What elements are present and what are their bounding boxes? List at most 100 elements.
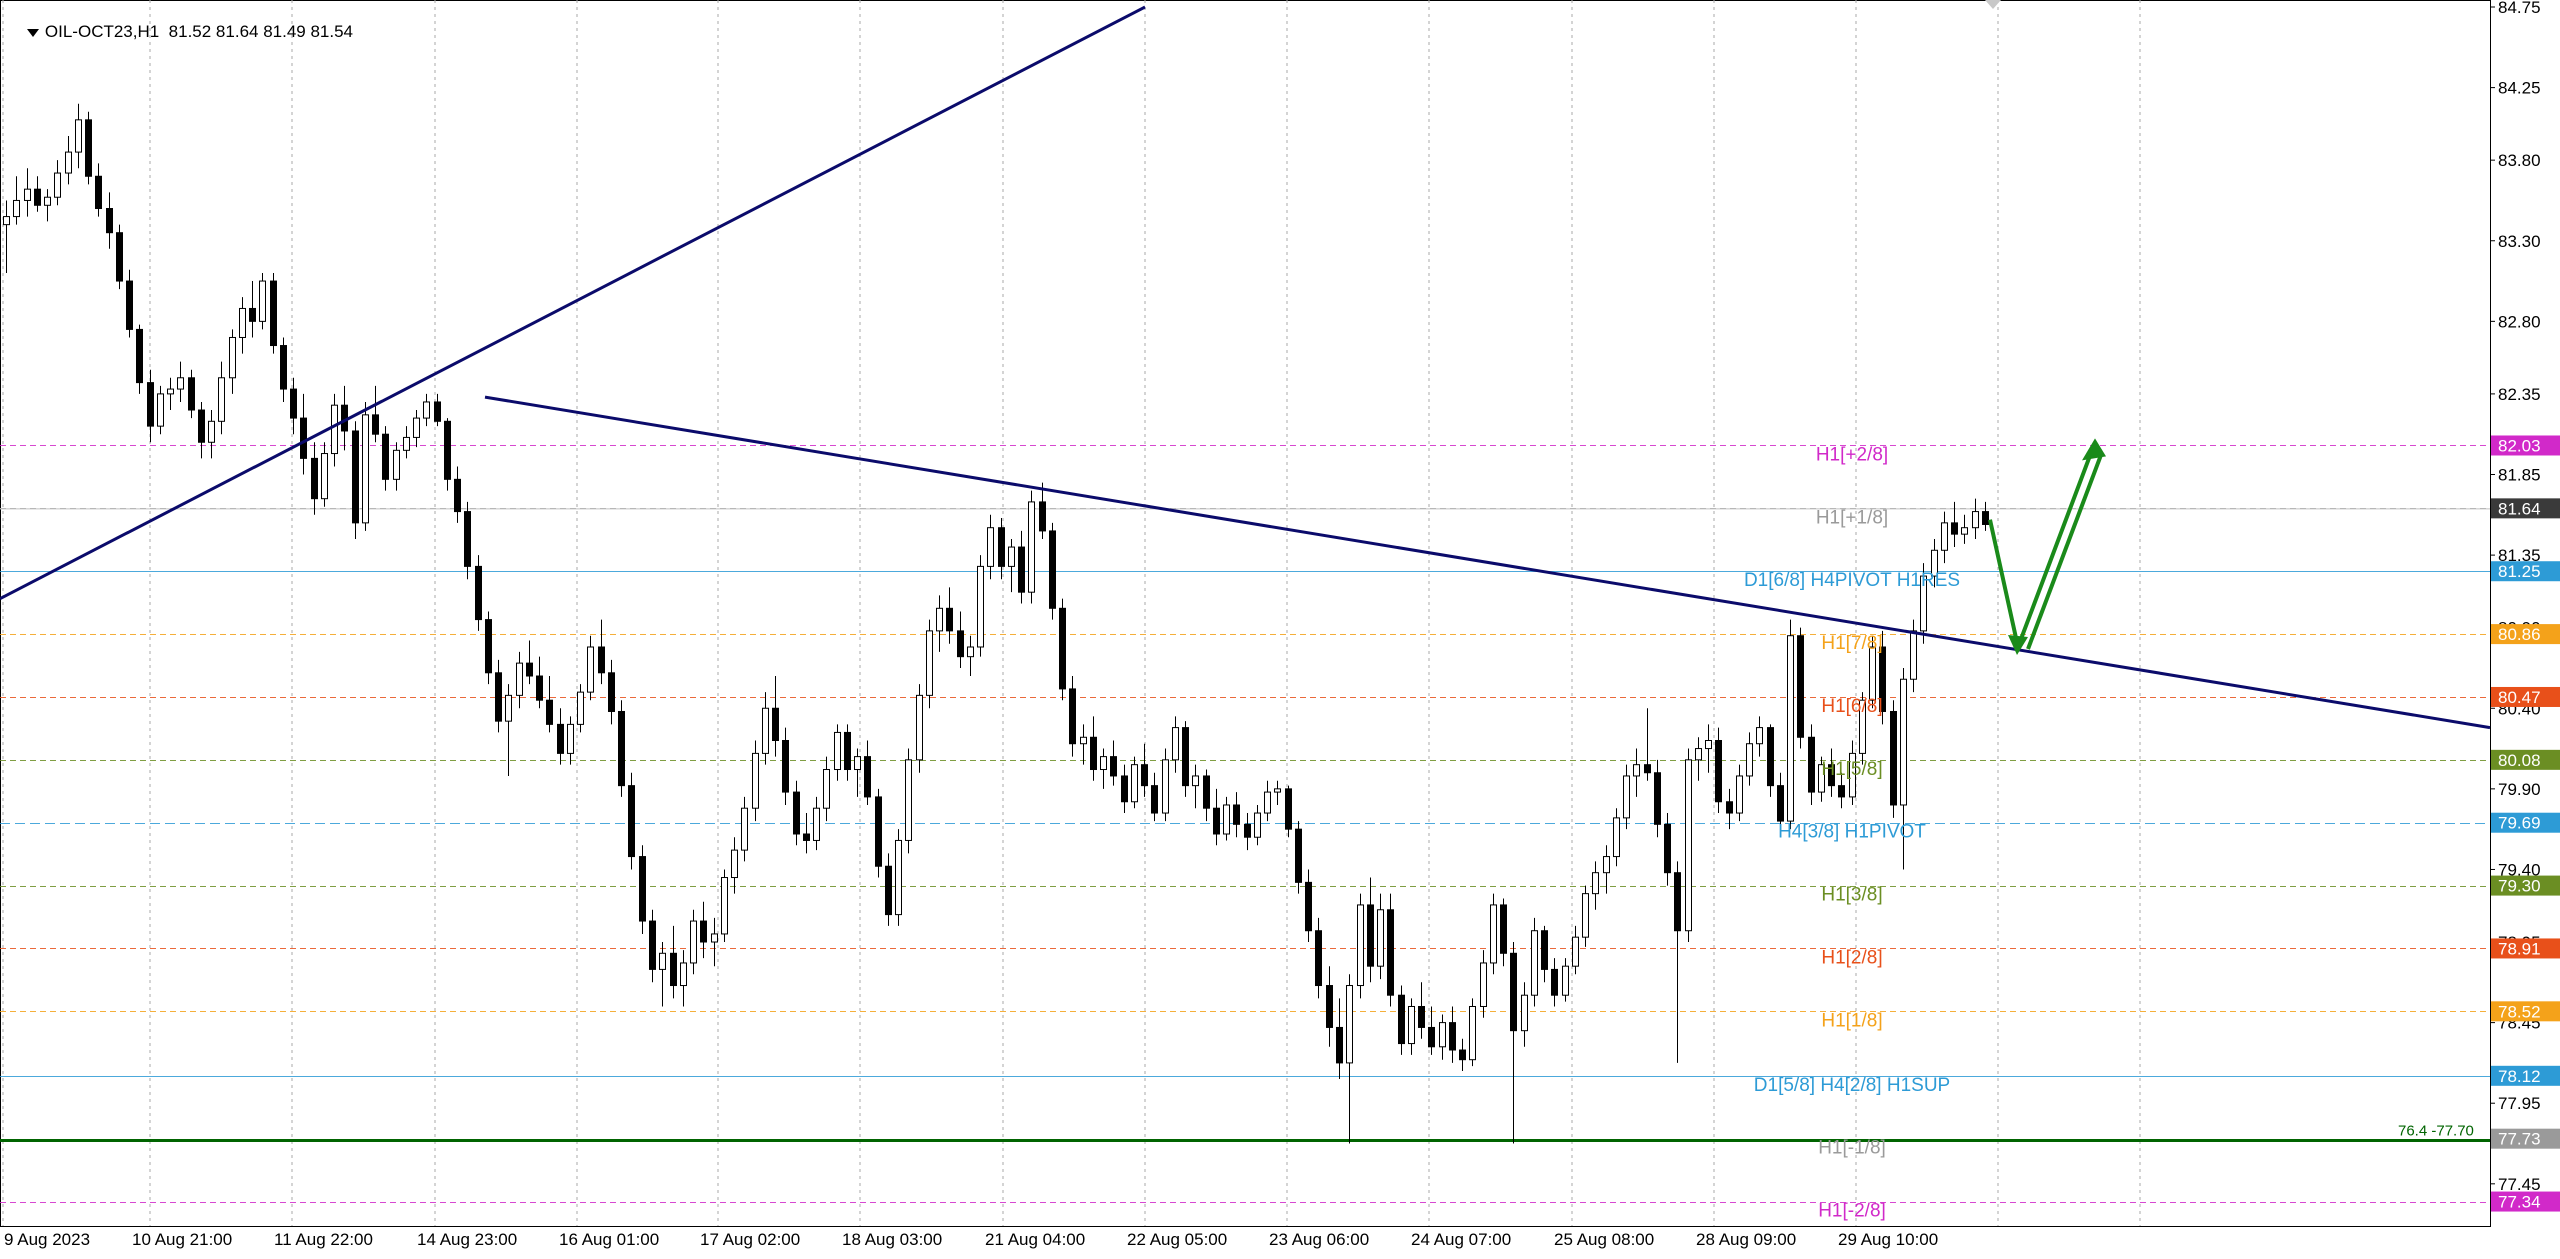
candle-body (957, 630, 964, 658)
candle-body (1469, 1005, 1476, 1061)
level-labels: 76.4 -77.70 H1[+2/8] H1[+1/8] D1[6/8] H4PIV… (1744, 444, 2474, 1221)
candle-body (782, 739, 789, 793)
candle-body (280, 345, 287, 390)
candle-body (618, 710, 625, 787)
candle-body (1828, 764, 1835, 787)
candle-body (106, 208, 113, 234)
price-badge (2491, 1128, 2560, 1149)
candle-body (1192, 775, 1199, 787)
candle-body (793, 791, 800, 835)
candle-body (239, 307, 246, 338)
trendline-falling (484, 395, 2491, 730)
x-tick-label: 22 Aug 05:00 (1127, 1230, 1227, 1249)
candle-body (946, 607, 953, 632)
level-label: D1[6/8] H4PIVOT H1RES (1744, 570, 1960, 591)
candle-body (475, 565, 482, 621)
candle-body (690, 920, 697, 964)
candle-body (85, 119, 92, 177)
candle-body (864, 756, 871, 798)
candle-body (1326, 985, 1333, 1028)
x-tick-label: 14 Aug 23:00 (417, 1230, 517, 1249)
candle-body (598, 646, 605, 674)
candle-body (321, 453, 328, 500)
candle-body (1603, 856, 1610, 874)
candle-body (567, 723, 574, 754)
candle-body (1705, 739, 1712, 750)
candle-body (823, 769, 830, 809)
candle-body (1398, 994, 1405, 1045)
candle-body (1961, 527, 1968, 535)
level-label: H1[1/8] (1821, 1010, 1882, 1031)
candle-body (1592, 872, 1599, 895)
candle-body (1521, 994, 1528, 1032)
x-tick-label: 11 Aug 22:00 (274, 1230, 373, 1249)
candle-body (875, 796, 882, 867)
level-label: D1[5/8] H4[2/8] H1SUP (1754, 1075, 1950, 1096)
candle-body (1510, 952, 1517, 1032)
candle-body (24, 188, 31, 201)
y-tick-label: 81.85 (2498, 466, 2541, 485)
candle-body (464, 511, 471, 567)
candle-body (1141, 764, 1148, 787)
candle-body (1890, 710, 1897, 806)
candle-body (1818, 764, 1825, 793)
candle-body (65, 151, 72, 174)
candle-body (1644, 764, 1651, 774)
candle-body (54, 172, 61, 198)
y-tick-label: 79.40 (2498, 860, 2541, 879)
dropdown-triangle-icon[interactable] (26, 28, 39, 37)
y-tick-label: 77.45 (2498, 1175, 2541, 1194)
candle-body (1049, 530, 1056, 609)
candle-body (177, 377, 184, 390)
forecast-arrow (1988, 438, 2106, 655)
candle-body (495, 672, 502, 722)
candle-body (1439, 1022, 1446, 1048)
candle-body (1951, 522, 1958, 535)
candle-body (905, 759, 912, 841)
candle-body (977, 565, 984, 648)
current-price-label: 81.64 (2498, 499, 2541, 518)
price-badge (2491, 1001, 2560, 1022)
x-tick-label: 21 Aug 04:00 (985, 1230, 1085, 1249)
candle-body (413, 417, 420, 438)
candle-body (1541, 930, 1548, 970)
candle-body (1746, 743, 1753, 777)
price-badge-label: 81.25 (2498, 562, 2541, 581)
candle-body (1346, 985, 1353, 1064)
level-label: H1[6/8] (1821, 696, 1882, 717)
candle-body (1028, 501, 1035, 593)
candle-body (1551, 968, 1558, 996)
candle-body (1797, 635, 1804, 738)
candle-body (3, 216, 10, 226)
price-badge (2491, 686, 2560, 707)
candle-body (382, 433, 389, 480)
candle-body (680, 962, 687, 987)
y-tick-label: 77.95 (2498, 1094, 2541, 1113)
candle-body (895, 839, 902, 916)
symbol-header: OIL-OCT23,H1 81.52 81.64 81.49 81.54 (8, 2, 353, 62)
candle-body (1562, 965, 1569, 996)
x-tick-label: 10 Aug 21:00 (132, 1230, 232, 1249)
price-badge-label: 79.30 (2498, 877, 2541, 896)
candle-body (444, 420, 451, 480)
candle-body (649, 920, 656, 970)
candle-body (1685, 759, 1692, 932)
candle-body (1972, 511, 1979, 529)
level-label: H1[-1/8] (1818, 1138, 1886, 1159)
level-label: H1[2/8] (1821, 947, 1882, 968)
scroll-marker-icon (1985, 0, 2001, 9)
y-tick-label: 83.30 (2498, 232, 2541, 251)
candle-body (834, 731, 841, 771)
plot-frame (0, 0, 2491, 1227)
price-badge-label: 80.86 (2498, 625, 2541, 644)
candle-body (1900, 678, 1907, 806)
y-tick-label: 83.80 (2498, 151, 2541, 170)
candle-body (270, 280, 277, 347)
candle-body (1674, 872, 1681, 932)
candle-body (1859, 699, 1866, 754)
candle-body (1982, 511, 1989, 525)
candle-body (772, 707, 779, 741)
candle-body (259, 280, 266, 322)
